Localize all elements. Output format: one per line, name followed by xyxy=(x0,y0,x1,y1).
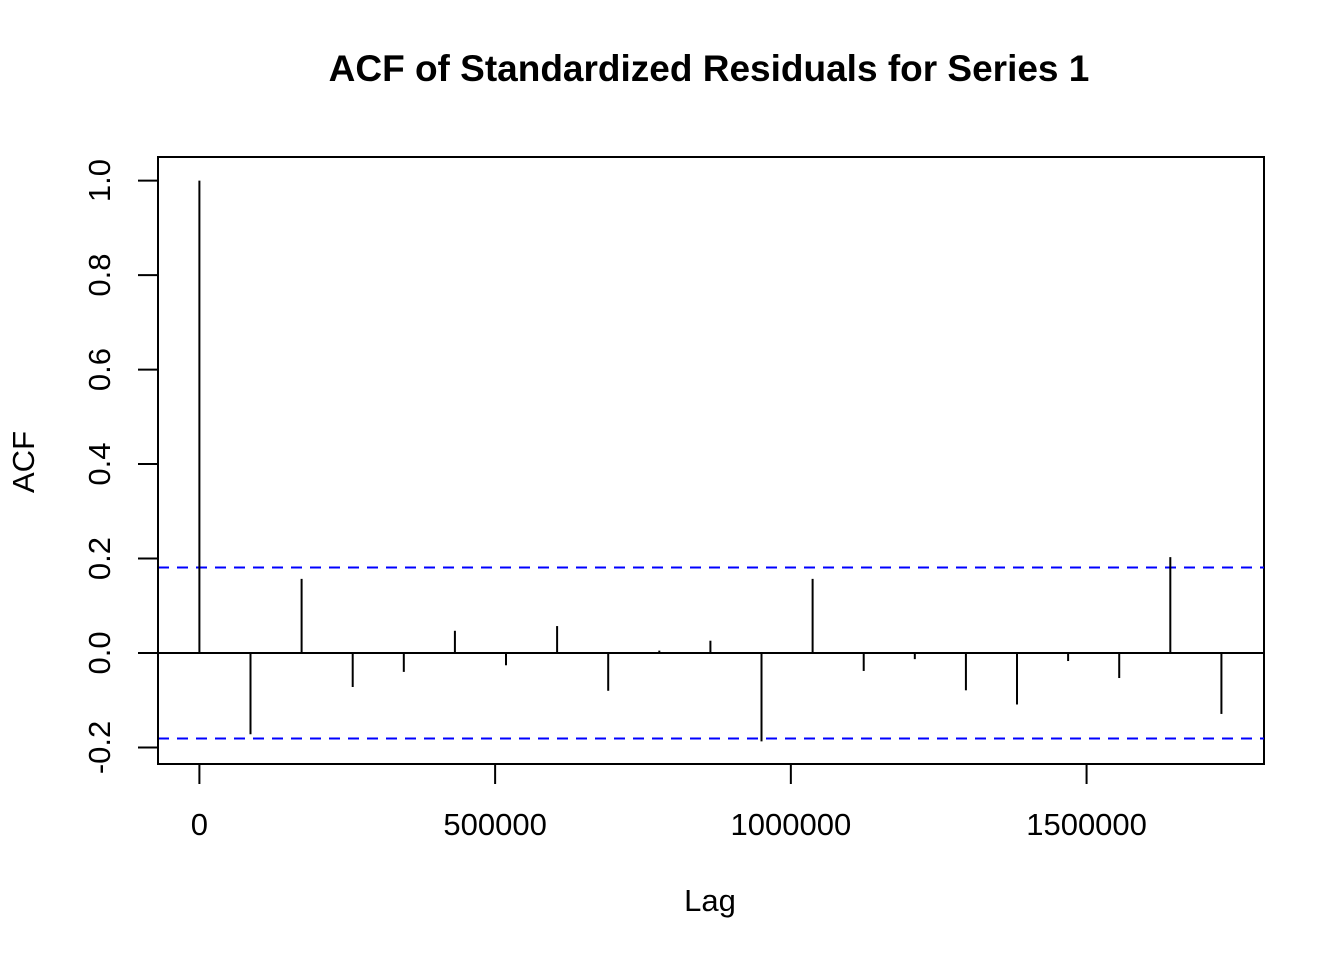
y-tick-label: 0.0 xyxy=(82,631,117,674)
plot-frame xyxy=(157,156,1265,765)
y-tick-label: -0.2 xyxy=(82,721,117,774)
x-axis-label: Lag xyxy=(684,883,736,918)
y-axis-label: ACF xyxy=(6,431,41,493)
y-tick-label: 0.4 xyxy=(82,442,117,485)
y-axis: -0.2 0.0 0.2 0.4 0.6 0.8 1.0 xyxy=(82,159,159,774)
y-tick-label: 0.6 xyxy=(82,348,117,391)
y-tick-label: 1.0 xyxy=(82,159,117,202)
x-tick-label: 0 xyxy=(191,807,208,842)
x-tick-label: 500000 xyxy=(443,807,546,842)
x-tick-label: 1000000 xyxy=(731,807,852,842)
chart-title: ACF of Standardized Residuals for Series… xyxy=(329,48,1090,89)
y-tick-label: 0.2 xyxy=(82,537,117,580)
x-axis: 0 500000 1000000 1500000 xyxy=(191,763,1147,842)
y-tick-label: 0.8 xyxy=(82,254,117,297)
plot-marks xyxy=(158,180,1264,742)
x-tick-label: 1500000 xyxy=(1026,807,1147,842)
